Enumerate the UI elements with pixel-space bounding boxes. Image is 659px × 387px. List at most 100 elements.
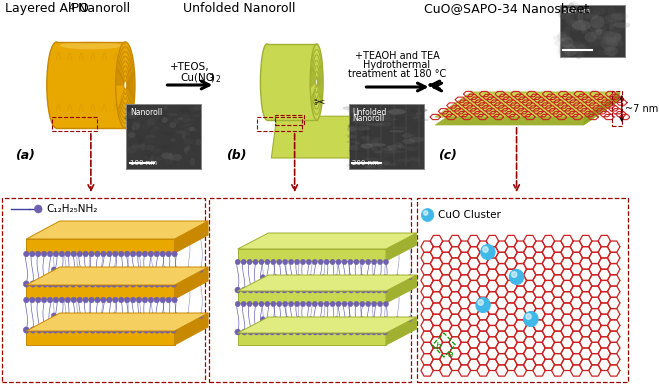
Circle shape [301,287,307,293]
Ellipse shape [146,130,151,135]
Circle shape [306,259,312,265]
Circle shape [173,267,179,272]
Polygon shape [57,42,125,128]
Circle shape [360,329,366,335]
Ellipse shape [362,156,374,160]
Circle shape [270,287,275,293]
Circle shape [119,297,124,303]
Ellipse shape [175,130,186,134]
Ellipse shape [386,153,397,158]
Circle shape [125,297,130,303]
Ellipse shape [141,144,145,151]
Ellipse shape [591,29,608,39]
Ellipse shape [351,118,362,123]
Circle shape [96,327,101,333]
Ellipse shape [169,110,172,113]
Ellipse shape [162,131,173,135]
Ellipse shape [142,161,147,164]
Circle shape [371,329,376,335]
Ellipse shape [399,108,406,111]
Circle shape [259,259,264,265]
Ellipse shape [361,113,376,115]
Ellipse shape [186,145,190,151]
Circle shape [83,327,90,333]
Ellipse shape [365,142,372,147]
Circle shape [36,281,42,287]
Circle shape [360,287,366,293]
Ellipse shape [568,43,579,50]
Ellipse shape [152,126,159,131]
Circle shape [77,297,82,303]
Circle shape [248,287,254,293]
Text: b: b [435,342,441,351]
Ellipse shape [185,153,189,156]
Ellipse shape [554,39,569,47]
Circle shape [264,287,270,293]
Ellipse shape [364,130,370,135]
Ellipse shape [155,148,163,151]
Text: 3: 3 [208,74,213,83]
Circle shape [307,287,313,293]
Ellipse shape [568,20,585,31]
Ellipse shape [362,163,372,168]
Circle shape [277,301,282,307]
Ellipse shape [610,21,616,26]
Text: Nanoroll: Nanoroll [352,114,384,123]
Ellipse shape [152,120,155,123]
Ellipse shape [185,138,194,144]
Circle shape [58,281,64,287]
Ellipse shape [561,7,581,14]
Ellipse shape [171,154,182,161]
Circle shape [76,281,83,287]
Circle shape [51,267,57,272]
Ellipse shape [183,112,188,115]
Circle shape [76,327,83,333]
Ellipse shape [165,157,173,165]
Ellipse shape [361,135,370,139]
Ellipse shape [160,146,169,149]
Polygon shape [26,221,208,239]
Polygon shape [238,249,386,261]
Text: 2: 2 [215,75,220,84]
Ellipse shape [409,156,421,161]
Circle shape [334,275,339,280]
Text: ): ) [210,72,214,82]
Circle shape [99,267,104,272]
Ellipse shape [559,45,571,59]
Circle shape [476,298,490,312]
Circle shape [136,281,143,287]
Ellipse shape [383,161,391,165]
Ellipse shape [128,110,133,115]
Circle shape [270,329,275,335]
Circle shape [329,329,334,335]
Text: +TEAOH and TEA: +TEAOH and TEA [355,51,440,61]
Circle shape [106,281,112,287]
Ellipse shape [392,117,404,120]
Polygon shape [175,313,208,345]
Ellipse shape [346,140,357,143]
Circle shape [136,327,143,333]
Ellipse shape [609,24,614,30]
Circle shape [34,205,42,213]
Ellipse shape [124,81,127,89]
Ellipse shape [347,110,363,113]
Ellipse shape [572,20,591,31]
Ellipse shape [347,163,357,167]
Circle shape [526,314,531,319]
Circle shape [119,251,124,257]
Ellipse shape [148,140,155,143]
Circle shape [312,259,318,265]
Ellipse shape [161,117,167,123]
Ellipse shape [590,15,604,29]
Ellipse shape [260,44,273,120]
Circle shape [64,267,69,272]
Ellipse shape [601,36,617,51]
Polygon shape [26,239,175,253]
Ellipse shape [349,149,357,152]
Ellipse shape [585,32,597,42]
Circle shape [148,297,154,303]
Ellipse shape [190,132,198,135]
Circle shape [360,275,364,280]
Ellipse shape [169,154,179,159]
Circle shape [297,317,301,322]
